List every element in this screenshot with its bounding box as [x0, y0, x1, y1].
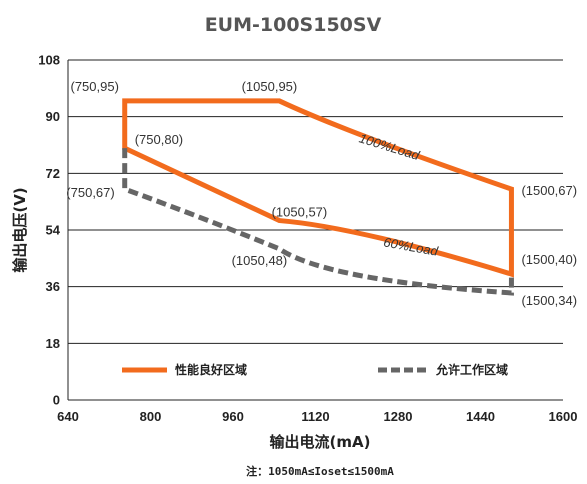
- y-tick-label: 54: [46, 223, 61, 238]
- y-tick-label: 18: [46, 336, 60, 351]
- x-tick-label: 960: [222, 409, 244, 424]
- point-label: (1500,40): [521, 252, 577, 267]
- annotations: 100%Load 60%Load: [357, 130, 439, 258]
- point-label: (750,67): [66, 185, 114, 200]
- y-tick-label: 108: [38, 53, 60, 68]
- x-axis-label: 输出电流(mA): [270, 433, 371, 451]
- series-lines: [122, 98, 514, 296]
- point-label: (1500,34): [521, 293, 577, 308]
- legend-label-good: 性能良好区域: [174, 362, 247, 377]
- point-label: (1050,95): [242, 79, 298, 94]
- point-label: (1050,48): [232, 253, 288, 268]
- x-tick-label: 1280: [384, 409, 413, 424]
- y-tick-label: 72: [46, 166, 60, 181]
- x-tick-label: 800: [140, 409, 162, 424]
- point-label: (750,80): [135, 132, 183, 147]
- chart-title: EUM-100S150SV: [205, 14, 382, 36]
- point-label: (1500,67): [521, 183, 577, 198]
- y-axis-label: 输出电压(V): [11, 187, 29, 272]
- x-tick-label: 1440: [466, 409, 495, 424]
- y-tick-label: 36: [46, 279, 60, 294]
- y-tick-label: 90: [46, 109, 60, 124]
- legend: 性能良好区域 允许工作区域: [122, 362, 508, 377]
- y-tick-label: 0: [53, 393, 60, 408]
- y-tick-labels: 0 18 36 54 72 90 108: [38, 53, 60, 408]
- legend-label-allowed: 允许工作区域: [435, 362, 508, 377]
- grid-lines: [67, 59, 563, 401]
- point-labels: (750,95) (1050,95) (750,80) (1500,67) (750,6…: [66, 79, 577, 308]
- point-label: (1050,57): [272, 205, 328, 220]
- series-good-region: [122, 98, 514, 278]
- x-tick-label: 640: [57, 409, 79, 424]
- point-label: (750,95): [71, 79, 119, 94]
- footnote: 注：1050mA≤Ioset≤1500mA: [246, 464, 394, 478]
- series-allowed-region: [122, 148, 514, 296]
- x-tick-labels: 640 800 960 1120 1280 1440 1600: [57, 409, 577, 424]
- x-tick-label: 1120: [301, 409, 329, 424]
- load-annotation: 60%Load: [382, 234, 439, 258]
- load-annotation: 100%Load: [357, 130, 422, 163]
- x-tick-label: 1600: [549, 409, 578, 424]
